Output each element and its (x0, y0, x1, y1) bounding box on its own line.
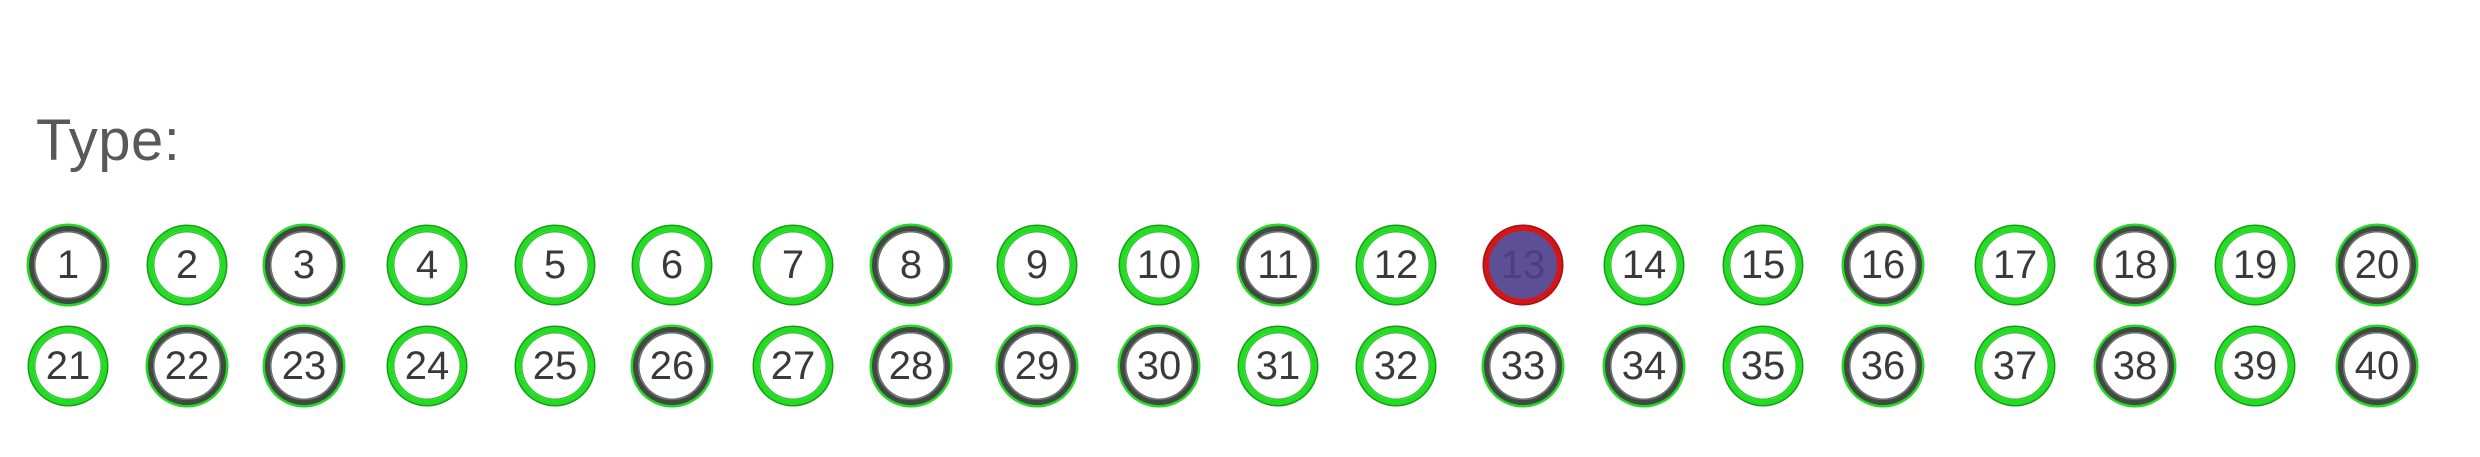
type-option-label: 36 (1860, 343, 1906, 388)
type-option-21[interactable]: 21 (29, 327, 107, 405)
type-option-28[interactable]: 28 (872, 327, 950, 405)
type-option-22[interactable]: 22 (148, 327, 226, 405)
type-option-label: 18 (2112, 242, 2158, 287)
type-option-label: 25 (532, 343, 578, 388)
type-option-13[interactable]: 13 (1484, 226, 1562, 304)
type-option-36[interactable]: 36 (1844, 327, 1922, 405)
type-option-label: 32 (1373, 343, 1419, 388)
type-option-label: 34 (1621, 343, 1667, 388)
type-label: Type: (36, 108, 181, 173)
type-option-35[interactable]: 35 (1724, 327, 1802, 405)
type-option-label: 14 (1621, 242, 1667, 287)
type-option-26[interactable]: 26 (633, 327, 711, 405)
type-option-25[interactable]: 25 (516, 327, 594, 405)
type-option-label: 31 (1255, 343, 1301, 388)
type-option-32[interactable]: 32 (1357, 327, 1435, 405)
type-option-31[interactable]: 31 (1239, 327, 1317, 405)
type-option-label: 33 (1500, 343, 1546, 388)
type-option-label: 5 (543, 242, 567, 287)
type-option-label: 6 (660, 242, 684, 287)
type-option-18[interactable]: 18 (2096, 226, 2174, 304)
type-option-17[interactable]: 17 (1976, 226, 2054, 304)
type-option-label: 15 (1740, 242, 1786, 287)
type-option-24[interactable]: 24 (388, 327, 466, 405)
type-option-label: 37 (1992, 343, 2038, 388)
type-option-label: 40 (2354, 343, 2400, 388)
type-option-38[interactable]: 38 (2096, 327, 2174, 405)
type-option-20[interactable]: 20 (2338, 226, 2416, 304)
type-option-9[interactable]: 9 (998, 226, 1076, 304)
type-option-label: 8 (899, 242, 923, 287)
type-option-8[interactable]: 8 (872, 226, 950, 304)
type-option-label: 12 (1373, 242, 1419, 287)
type-option-label: 27 (770, 343, 816, 388)
type-option-label: 4 (415, 242, 439, 287)
type-option-label: 21 (45, 343, 91, 388)
type-option-label: 28 (888, 343, 934, 388)
type-option-5[interactable]: 5 (516, 226, 594, 304)
type-option-4[interactable]: 4 (388, 226, 466, 304)
type-option-34[interactable]: 34 (1605, 327, 1683, 405)
type-option-label: 19 (2232, 242, 2278, 287)
type-option-37[interactable]: 37 (1976, 327, 2054, 405)
type-option-10[interactable]: 10 (1120, 226, 1198, 304)
type-option-40[interactable]: 40 (2338, 327, 2416, 405)
type-option-label: 23 (281, 343, 327, 388)
type-option-1[interactable]: 1 (29, 226, 107, 304)
type-option-3[interactable]: 3 (265, 226, 343, 304)
type-option-label: 9 (1025, 242, 1049, 287)
type-option-label: 22 (164, 343, 210, 388)
type-option-15[interactable]: 15 (1724, 226, 1802, 304)
type-option-label: 38 (2112, 343, 2158, 388)
type-option-23[interactable]: 23 (265, 327, 343, 405)
type-option-29[interactable]: 29 (998, 327, 1076, 405)
type-option-11[interactable]: 11 (1239, 226, 1317, 304)
type-option-label: 3 (292, 242, 316, 287)
type-option-33[interactable]: 33 (1484, 327, 1562, 405)
type-option-label: 13 (1500, 242, 1546, 287)
type-option-14[interactable]: 14 (1605, 226, 1683, 304)
type-option-label: 30 (1136, 343, 1182, 388)
type-option-6[interactable]: 6 (633, 226, 711, 304)
type-option-label: 24 (404, 343, 450, 388)
type-option-label: 10 (1136, 242, 1182, 287)
type-option-19[interactable]: 19 (2216, 226, 2294, 304)
type-option-39[interactable]: 39 (2216, 327, 2294, 405)
type-option-label: 11 (1257, 242, 1299, 287)
type-option-27[interactable]: 27 (754, 327, 832, 405)
type-option-label: 16 (1860, 242, 1906, 287)
type-option-label: 26 (649, 343, 695, 388)
type-option-2[interactable]: 2 (148, 226, 226, 304)
type-option-label: 39 (2232, 343, 2278, 388)
type-option-label: 17 (1992, 242, 2038, 287)
type-option-label: 2 (175, 242, 199, 287)
type-option-label: 29 (1014, 343, 1060, 388)
type-option-16[interactable]: 16 (1844, 226, 1922, 304)
type-option-label: 35 (1740, 343, 1786, 388)
type-option-12[interactable]: 12 (1357, 226, 1435, 304)
type-option-label: 7 (781, 242, 805, 287)
type-option-30[interactable]: 30 (1120, 327, 1198, 405)
type-option-label: 20 (2354, 242, 2400, 287)
type-option-label: 1 (56, 242, 80, 287)
type-option-7[interactable]: 7 (754, 226, 832, 304)
